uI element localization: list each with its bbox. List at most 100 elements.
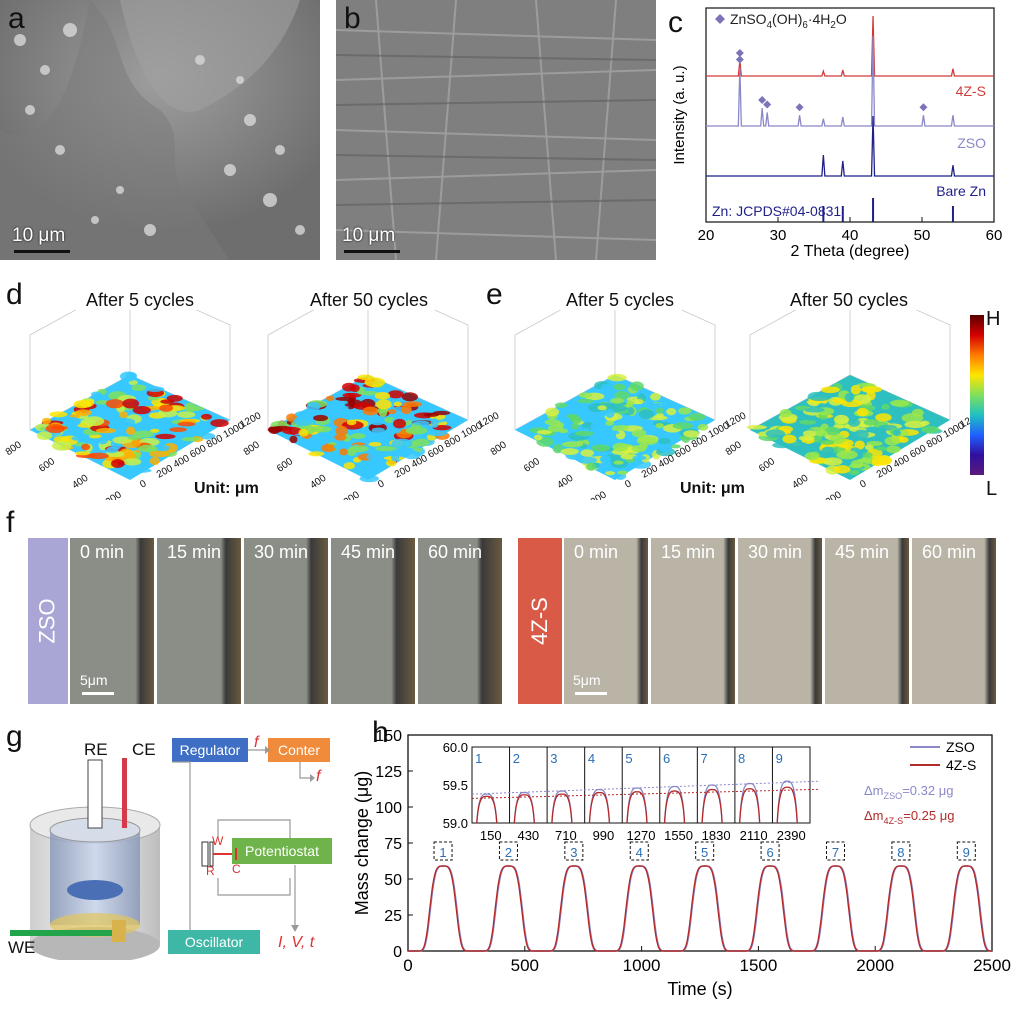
surface-patch bbox=[375, 446, 397, 452]
h-xtick-label: 2500 bbox=[973, 956, 1011, 975]
inset-cycle-number: 4 bbox=[588, 751, 595, 766]
surface-patch bbox=[359, 475, 379, 483]
surface-patch bbox=[836, 450, 858, 460]
surface-patch bbox=[110, 459, 125, 468]
surface-patch bbox=[638, 409, 655, 420]
surface-patch bbox=[636, 436, 659, 446]
surface-patch bbox=[310, 425, 332, 433]
cycle-box bbox=[956, 841, 976, 861]
axis-tick-label: 600 bbox=[275, 456, 295, 475]
axis-tick-label: 800 bbox=[4, 439, 24, 458]
surface-patch bbox=[634, 398, 644, 405]
surface-patch bbox=[155, 433, 176, 440]
surface-patch bbox=[586, 462, 596, 471]
d-title-50: After 50 cycles bbox=[310, 290, 429, 310]
surface-patch bbox=[127, 435, 142, 441]
sem-texture-b bbox=[336, 0, 656, 260]
inset-xtick-label: 990 bbox=[593, 828, 615, 843]
surface-patch bbox=[347, 447, 357, 457]
axis-tick-label: 400 bbox=[790, 473, 810, 492]
surface-patch bbox=[854, 440, 865, 450]
z4s-frame: 30 min bbox=[738, 538, 822, 704]
surface-patch bbox=[631, 429, 647, 438]
axis-tick-label: 400 bbox=[892, 453, 912, 471]
legend-diamond-icon bbox=[715, 14, 725, 24]
cycle-box bbox=[433, 841, 453, 861]
surface-patch bbox=[860, 386, 883, 393]
surface-patch bbox=[843, 406, 854, 411]
axis-tick-label: 600 bbox=[908, 443, 928, 461]
surface-patch bbox=[862, 452, 873, 458]
surface-patch bbox=[386, 459, 397, 467]
surface-patch bbox=[577, 456, 597, 464]
surface-patch bbox=[809, 395, 830, 401]
surface-patch bbox=[604, 408, 615, 419]
surface-patch bbox=[335, 425, 349, 436]
surface-patch bbox=[132, 468, 152, 473]
axis-tick-label: 0 bbox=[376, 478, 386, 491]
surface-patch bbox=[844, 392, 854, 403]
panel-label-f: f bbox=[6, 506, 15, 539]
d-title-5: After 5 cycles bbox=[86, 290, 195, 310]
xrd-reference-label: Zn: JCPDS#04-0831 bbox=[712, 203, 841, 219]
zso-frame: 0 min bbox=[70, 538, 154, 704]
surface-patch bbox=[819, 440, 835, 445]
surface-patch bbox=[892, 429, 902, 436]
surface-patch bbox=[605, 420, 614, 426]
surface-patch bbox=[334, 433, 347, 441]
h-ytick-label: 125 bbox=[375, 764, 402, 781]
phase-marker-icon bbox=[735, 49, 744, 57]
surface-patch bbox=[898, 436, 909, 443]
surface-patch bbox=[403, 401, 423, 408]
surface-patch bbox=[105, 399, 124, 409]
surface-patch bbox=[391, 438, 413, 449]
h-xtick-label: 2000 bbox=[856, 956, 894, 975]
surface-patch bbox=[850, 384, 861, 395]
outputs-label: I, V, t bbox=[278, 934, 315, 951]
axis-tick-label: 1200 bbox=[238, 410, 263, 430]
surface-patch bbox=[607, 373, 627, 382]
z4s-frame: 15 min bbox=[651, 538, 735, 704]
cycle-box bbox=[891, 841, 911, 861]
surface-patch bbox=[427, 430, 448, 437]
surface-patch bbox=[600, 455, 610, 464]
f-scale-bar-4zs bbox=[575, 692, 607, 695]
h-ytick-label: 0 bbox=[393, 944, 402, 961]
surface-patch bbox=[554, 402, 568, 408]
z4s-frame-time: 30 min bbox=[748, 542, 803, 562]
surface-patch bbox=[298, 428, 309, 437]
surface-patch bbox=[884, 436, 901, 446]
surface-patch bbox=[805, 413, 814, 421]
z4s-frame-time: 0 min bbox=[574, 542, 619, 562]
surface-patch bbox=[368, 441, 382, 447]
inset-peak-zso bbox=[776, 780, 798, 824]
surface-patch bbox=[683, 430, 700, 438]
surface-patch bbox=[833, 465, 851, 474]
phase-marker-icon bbox=[763, 100, 772, 109]
surface-patch bbox=[871, 460, 882, 467]
surface-patch bbox=[920, 425, 940, 434]
potentiostat-box: Potentiostat bbox=[232, 838, 332, 864]
surface-patch bbox=[393, 418, 407, 429]
surface-patch bbox=[293, 416, 313, 426]
panel-label-b: b bbox=[344, 2, 361, 35]
z4s-frame: 60 min bbox=[912, 538, 996, 704]
surface-patch bbox=[655, 422, 664, 429]
surface-patch bbox=[320, 444, 337, 452]
zso-frame: 60 min bbox=[418, 538, 502, 704]
surface-patch bbox=[313, 414, 328, 422]
surface-patch bbox=[374, 392, 391, 400]
surface-patch bbox=[366, 453, 380, 461]
surface-patch bbox=[848, 463, 864, 469]
surface-patch bbox=[848, 469, 860, 476]
cycle-number: 6 bbox=[766, 845, 773, 860]
cycle-box bbox=[498, 841, 518, 861]
surface-patch bbox=[87, 452, 109, 460]
axis-tick-label: 0 bbox=[623, 478, 633, 491]
z4s-frame-time: 15 min bbox=[661, 542, 716, 562]
zso-frame: 30 min bbox=[244, 538, 328, 704]
surface-patch bbox=[36, 431, 52, 440]
surface-patch bbox=[350, 433, 366, 439]
surface-patch bbox=[74, 409, 92, 416]
surface-patch bbox=[74, 451, 91, 456]
